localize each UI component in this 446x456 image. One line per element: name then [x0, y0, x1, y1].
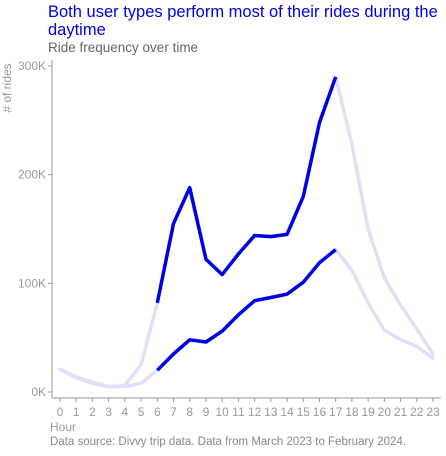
x-tick-label: 21 — [394, 405, 408, 419]
y-tick-labels: 0K 100K 200K 300K — [18, 59, 52, 399]
x-tick-label: 17 — [329, 405, 343, 419]
x-tick-label: 14 — [280, 405, 294, 419]
y-tick-label: 300K — [18, 59, 46, 73]
x-tick-label: 5 — [138, 405, 145, 419]
x-tick-label: 4 — [122, 405, 129, 419]
x-tick-label: 9 — [203, 405, 210, 419]
x-tick-label: 20 — [378, 405, 392, 419]
chart-subtitle: Ride frequency over time — [48, 40, 199, 55]
data-source-caption: Data source: Divvy trip data. Data from … — [50, 436, 407, 448]
x-tick-label: 11 — [232, 405, 245, 419]
x-tick-label: 22 — [410, 405, 424, 419]
y-tick-label: 200K — [18, 168, 46, 182]
faded-lines — [58, 75, 435, 389]
x-tick-label: 10 — [215, 405, 229, 419]
series-1-full-line — [58, 75, 435, 389]
chart-title: Both user types perform most of their ri… — [48, 3, 438, 39]
x-tick-label: 1 — [73, 405, 80, 419]
x-tick-label: 23 — [426, 405, 440, 419]
y-axis-title: # of rides — [0, 63, 14, 112]
x-tick-label: 15 — [297, 405, 311, 419]
x-tick-label: 3 — [105, 405, 112, 419]
x-tick-label: 13 — [264, 405, 278, 419]
x-tick-label: 0 — [57, 405, 64, 419]
x-tick-label: 18 — [345, 405, 359, 419]
x-tick-label: 16 — [313, 405, 327, 419]
series-2-daytime-line — [156, 248, 337, 372]
series-2-full-line — [58, 247, 435, 389]
x-tick-labels: 0 1 2 3 4 5 6 7 8 9 10 11 12 13 14 15 16 17 18 19 20 21 22 23 — [57, 398, 440, 419]
x-tick-label: 2 — [89, 405, 96, 419]
x-tick-label: 12 — [248, 405, 262, 419]
x-axis-title: Hour — [50, 420, 76, 434]
highlight-lines — [155, 76, 338, 372]
x-tick-label: 8 — [186, 405, 193, 419]
axes — [51, 60, 441, 399]
y-tick-label: 0K — [31, 385, 46, 399]
y-tick-label: 100K — [18, 276, 46, 290]
x-tick-label: 19 — [361, 405, 375, 419]
series-1-daytime-line — [155, 76, 338, 304]
x-tick-label: 7 — [170, 405, 177, 419]
x-tick-label: 6 — [154, 405, 161, 419]
